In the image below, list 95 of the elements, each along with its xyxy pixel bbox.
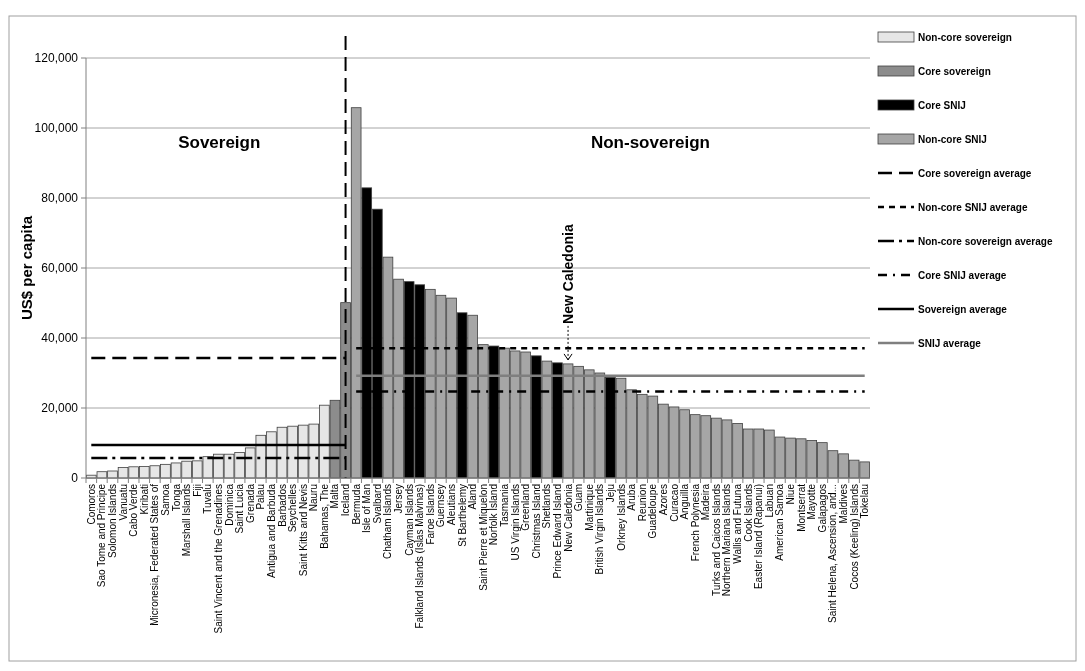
x-tick-label: Labuan <box>763 484 775 518</box>
x-tick-label: Guam <box>573 484 585 512</box>
x-tick-label: Grenada <box>244 483 256 523</box>
annotation: Non-sovereign <box>590 133 710 152</box>
annotation: Sovereign <box>178 133 261 152</box>
x-tick-label: Falkland Islands (Islas Malvinas) <box>414 484 426 629</box>
x-tick-label: Curacao <box>668 483 680 522</box>
x-tick-label: Saint Vincent and the Grenadines <box>212 484 224 634</box>
x-tick-label: Guernsey <box>435 484 447 528</box>
x-tick-label: American Samoa <box>774 483 786 561</box>
x-tick-label: Svalbard <box>371 484 383 524</box>
x-tick-label: Faroe Islands <box>424 484 436 545</box>
x-tick-label: Niue <box>785 483 797 505</box>
x-tick-label: Antigua and Barbuda <box>265 483 277 578</box>
x-tick-label: Orkney Islands <box>615 484 627 551</box>
x-tick-label: Dominica <box>223 483 235 526</box>
x-tick-label: Barbados <box>276 484 288 527</box>
x-tick-label: Jersey <box>393 484 405 514</box>
x-tick-label: Vanuatu <box>117 484 129 521</box>
legend-label: Core SNIJ average <box>918 270 1007 281</box>
x-tick-label: Cayman Islands <box>403 484 415 556</box>
annotation: New Caledonia <box>560 224 577 324</box>
x-tick-label: Saint Lucia <box>234 483 246 534</box>
x-tick-label: Greenland <box>520 484 532 531</box>
legend-label: Non-core SNIJ average <box>918 202 1028 213</box>
x-tick-label: Iceland <box>340 484 352 517</box>
x-tick-label: Northern Mariana Islands <box>721 484 733 597</box>
x-tick-label: Tasmania <box>498 483 510 527</box>
legend-label: Non-core sovereign <box>918 32 1012 43</box>
x-tick-label: Palau <box>255 484 267 510</box>
legend-label: Non-core SNIJ <box>918 134 987 145</box>
x-tick-label: Kiribati <box>138 484 150 515</box>
x-tick-label: Cabo Verde <box>128 483 140 537</box>
x-tick-label: US Virgin Islands <box>509 484 521 561</box>
x-tick-label: Azores <box>657 484 669 516</box>
x-tick-label: Isle of Man <box>361 484 373 533</box>
x-tick-label: French Polynesia <box>689 483 701 562</box>
x-tick-label: New Caledonia <box>562 483 574 552</box>
x-tick-label: Aleutians <box>446 484 458 526</box>
x-tick-label: Tonga <box>170 483 182 512</box>
x-tick-label: Reunion <box>636 484 648 522</box>
x-tick-label: Shetlands <box>541 484 553 529</box>
x-tick-label: Aland <box>467 484 479 510</box>
legend-label: SNIJ average <box>918 338 982 349</box>
x-tick-label: Bahamas, The <box>318 483 330 549</box>
x-tick-label: St Barthelemy <box>456 484 468 547</box>
x-tick-label: Micronesia, Federated States of <box>149 483 161 626</box>
x-tick-label: Turks and Caicos Islands <box>710 484 722 596</box>
x-tick-label: Solomon Islands <box>106 484 118 558</box>
x-tick-label: Saint Helena, Ascension, and... <box>827 484 839 623</box>
x-tick-label: Maldives <box>838 484 850 524</box>
y-axis-title: US$ per capita <box>18 215 35 321</box>
x-tick-label: Cocos (Keeling) Islands <box>848 484 860 590</box>
x-tick-label: Easter Island (Rapanui) <box>753 484 765 590</box>
x-tick-label: Jeju <box>604 484 616 503</box>
x-tick-label: Guadeloupe <box>647 483 659 539</box>
y-tick-label: 80,000 <box>41 191 79 205</box>
x-tick-label: Marshall Islands <box>181 484 193 557</box>
legend-label: Sovereign average <box>918 304 1008 315</box>
x-tick-label: Fiji <box>191 484 203 497</box>
legend-label: Core SNIJ <box>918 100 966 111</box>
x-tick-label: Sao Tome and Principe <box>96 483 108 588</box>
x-tick-label: Christmas Island <box>530 484 542 559</box>
x-tick-label: Anguilla <box>679 483 691 520</box>
x-tick-label: Norfolk Island <box>488 484 500 546</box>
x-tick-label: Samoa <box>159 483 171 516</box>
x-tick-label: Comoros <box>85 484 97 525</box>
x-tick-label: Mayotte <box>806 483 818 520</box>
y-tick-label: 20,000 <box>41 401 79 415</box>
x-tick-label: Bermuda <box>350 483 362 525</box>
y-tick-label: 0 <box>71 471 79 485</box>
x-tick-label: Chatham Islands <box>382 484 394 560</box>
y-tick-label: 60,000 <box>41 261 79 275</box>
x-tick-label: Madeira <box>700 483 712 521</box>
x-tick-label: Saint Pierre et Miquelon <box>477 484 489 591</box>
legend-label: Non-core sovereign average <box>918 236 1053 247</box>
x-tick-label: Cook Islands <box>742 484 754 542</box>
legend-label: Core sovereign <box>918 66 991 77</box>
legend-label: Core sovereign average <box>918 168 1032 179</box>
x-tick-label: Martinique <box>583 483 595 531</box>
x-tick-label: Wallis and Futuna <box>732 483 744 564</box>
x-tick-label: Galapagos <box>816 484 828 533</box>
y-tick-label: 120,000 <box>34 51 79 65</box>
x-tick-label: Tokelau <box>859 484 871 519</box>
y-tick-label: 40,000 <box>41 331 79 345</box>
y-tick-label: 100,000 <box>34 121 79 135</box>
x-tick-label: Nauru <box>308 484 320 512</box>
x-tick-label: Tuvalu <box>202 484 214 514</box>
x-tick-label: British Virgin Islands <box>594 484 606 575</box>
x-tick-label: Montserrat <box>795 483 807 532</box>
x-tick-label: Seychelles <box>287 484 299 533</box>
x-tick-label: Saint Kitts and Nevis <box>297 484 309 577</box>
x-tick-label: Prince Edward Island <box>551 484 563 579</box>
x-tick-label: Malta <box>329 483 341 509</box>
x-tick-label: Aruba <box>626 483 638 511</box>
